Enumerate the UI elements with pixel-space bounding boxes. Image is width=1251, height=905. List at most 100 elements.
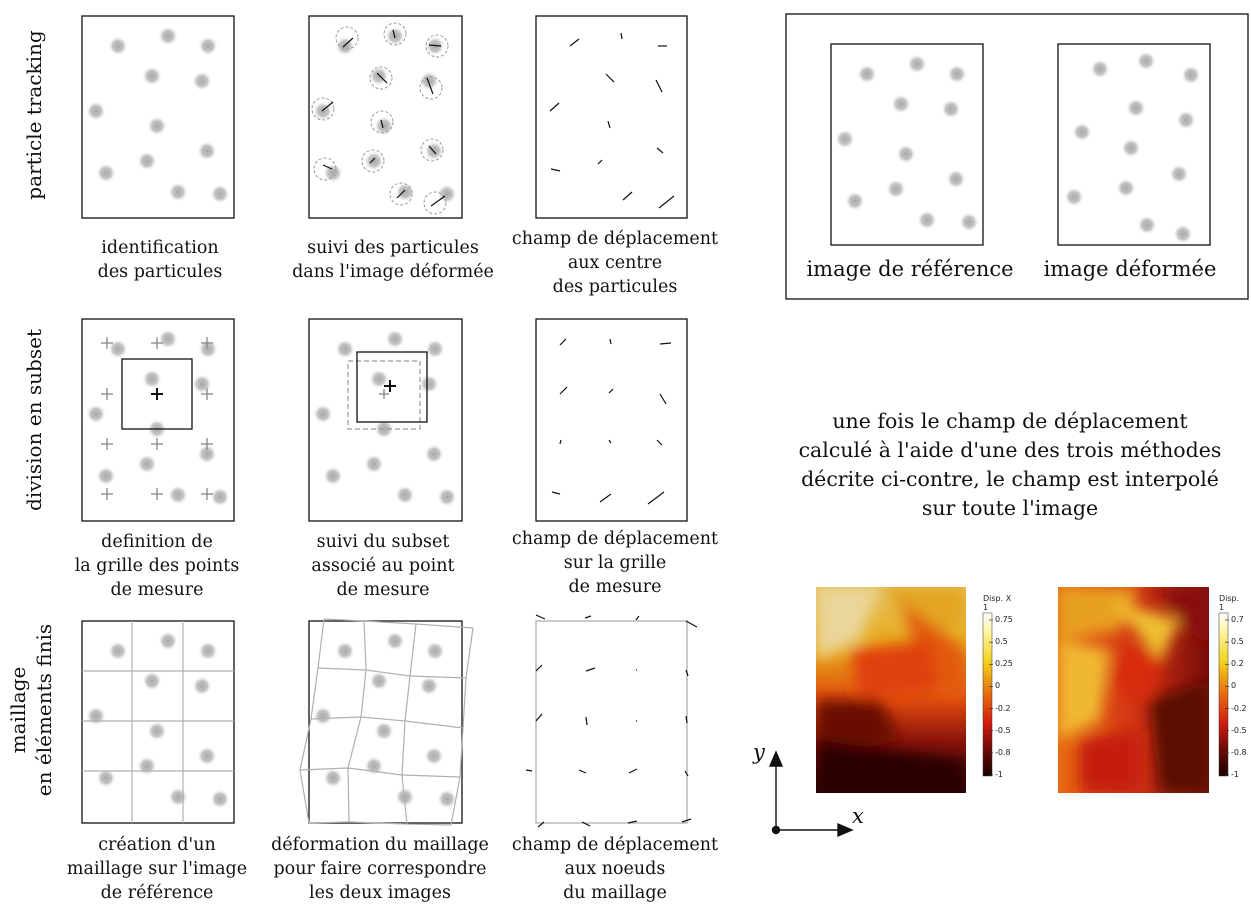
deformed-mesh-line — [299, 767, 461, 778]
particle — [86, 101, 106, 121]
displacement-vector — [607, 120, 611, 129]
particle — [158, 26, 178, 46]
row-label-particle-tracking: particle tracking — [22, 30, 46, 200]
particle — [369, 66, 389, 86]
colorbar-left-tick-label: 0.25 — [995, 659, 1013, 669]
particle — [86, 706, 106, 726]
displacement-heatmap-y — [1058, 587, 1209, 793]
displacement-vector — [609, 338, 612, 345]
colorbar-right-tick-label: 0 — [1231, 681, 1237, 691]
particle — [369, 369, 389, 389]
particle — [158, 631, 178, 651]
colorbar-right-tick-label: -1 — [1231, 770, 1239, 779]
particle — [313, 404, 333, 424]
caption-r3c1: création d'un maillage sur l'image de ré… — [66, 835, 248, 903]
colorbar-right — [1218, 612, 1229, 777]
colorbar-left-tick-label: -1 — [995, 770, 1003, 779]
particle — [947, 64, 967, 84]
particle — [857, 64, 877, 84]
colorbar-left-tick-label: 0.75 — [995, 615, 1013, 624]
particle — [1072, 122, 1092, 142]
particle — [907, 54, 927, 74]
search-circle — [420, 138, 444, 162]
deformed-mesh-line — [450, 627, 474, 826]
panel-vectors-grid — [535, 318, 688, 522]
displacement-vector — [535, 664, 543, 672]
particle — [108, 641, 128, 661]
particle — [1064, 187, 1084, 207]
displacement-vector — [656, 439, 663, 446]
particle — [1116, 178, 1136, 198]
y-axis-label: y — [753, 740, 765, 764]
subset-deformed-window — [356, 351, 428, 423]
displacement-vector — [549, 102, 560, 112]
search-circle — [389, 182, 413, 206]
particle — [395, 485, 415, 505]
colorbar-right-tick-label: -0.8 — [1231, 747, 1247, 757]
displacement-vector — [684, 770, 689, 777]
displacement-vector — [578, 769, 587, 774]
reference-image-caption: image de référence — [806, 257, 1014, 281]
colorbar-right-tick-label: -0.5 — [1231, 725, 1247, 735]
displacement-vector — [608, 388, 614, 394]
particle — [96, 768, 116, 788]
particle — [168, 787, 188, 807]
colorbar-left-tick-label: -0.5 — [995, 725, 1011, 735]
particle — [168, 485, 188, 505]
caption-r2c2: suivi du subset associé au point de mesu… — [311, 532, 455, 600]
particle — [419, 374, 439, 394]
colorbar-right-tick-label: -0.2 — [1231, 703, 1247, 713]
displacement-vector — [647, 491, 665, 505]
colorbar-right-tick-label: 0.5 — [1231, 637, 1244, 647]
displacement-vector — [376, 72, 388, 84]
particle — [158, 329, 178, 349]
displacement-vector — [321, 101, 334, 112]
particle — [1136, 51, 1156, 71]
displacement-vector — [622, 191, 633, 201]
particle — [323, 163, 343, 183]
particle — [424, 746, 444, 766]
particle — [137, 454, 157, 474]
colorbar-left-tick-label: 0.5 — [995, 637, 1008, 647]
displacement-vector — [369, 157, 376, 164]
particle — [108, 339, 128, 359]
particle — [86, 404, 106, 424]
displacement-vector — [550, 168, 561, 172]
particle — [96, 163, 116, 183]
particle — [1121, 138, 1141, 158]
particle — [210, 789, 230, 809]
panel-vectors-mesh — [535, 620, 688, 824]
displacement-vector — [585, 716, 588, 726]
displacement-vector — [599, 493, 612, 503]
particle — [108, 36, 128, 56]
particle — [142, 369, 162, 389]
displacement-vector — [655, 79, 663, 93]
displacement-vector — [559, 338, 567, 346]
displacement-vector — [620, 32, 623, 40]
displacement-vector — [656, 147, 664, 154]
displacement-vector — [537, 821, 545, 828]
particle — [198, 641, 218, 661]
particle — [198, 36, 218, 56]
search-circle — [419, 76, 443, 100]
reference-box-frame — [785, 13, 1249, 300]
particle — [437, 184, 457, 204]
particle — [891, 94, 911, 114]
displacement-heatmap-x — [816, 587, 966, 793]
particle — [323, 768, 343, 788]
particle — [917, 210, 937, 230]
displacement-vector — [627, 820, 638, 824]
particle — [137, 756, 157, 776]
caption-r3c2: déformation du maillage pour faire corre… — [271, 835, 489, 903]
particle — [1169, 164, 1189, 184]
panel-vectors-particles — [535, 15, 688, 219]
particle — [419, 71, 439, 91]
caption-r2c3: champ de déplacement sur la grille de me… — [511, 529, 719, 597]
caption-r1c2: suivi des particules dans l'image déform… — [292, 238, 494, 282]
particle — [192, 71, 212, 91]
particle — [335, 641, 355, 661]
particle — [364, 151, 384, 171]
displacement-vector — [426, 77, 434, 95]
displacement-vector — [428, 145, 437, 155]
